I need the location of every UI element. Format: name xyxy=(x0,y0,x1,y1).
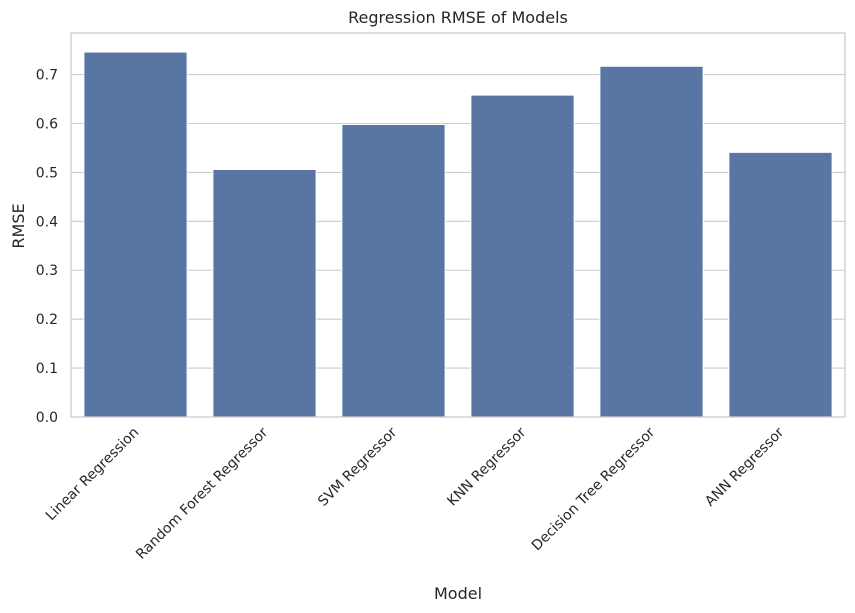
y-axis-title: RMSE xyxy=(9,203,28,248)
y-tick-label: 0.4 xyxy=(36,214,58,230)
chart-title: Regression RMSE of Models xyxy=(348,8,568,27)
bar xyxy=(341,123,446,418)
y-tick-label: 0.3 xyxy=(36,263,58,279)
grid-lines xyxy=(71,74,845,418)
bars xyxy=(83,51,833,418)
bar xyxy=(470,94,575,418)
x-tick-label: ANN Regressor xyxy=(702,424,787,509)
x-tick-label: Decision Tree Regressor xyxy=(529,424,659,554)
x-tick-label: Random Forest Regressor xyxy=(133,424,271,562)
bar xyxy=(83,51,188,418)
x-tick-label: KNN Regressor xyxy=(444,424,529,509)
bar xyxy=(599,65,704,418)
y-tick-label: 0.2 xyxy=(36,312,58,328)
y-tick-label: 0.1 xyxy=(36,361,58,377)
bar xyxy=(728,151,833,418)
bar xyxy=(212,168,317,418)
x-tick-label: SVM Regressor xyxy=(315,424,400,509)
y-tick-label: 0.7 xyxy=(36,68,58,84)
x-tick-label: Linear Regression xyxy=(43,425,142,524)
y-tick-label: 0.5 xyxy=(36,165,58,181)
y-tick-label: 0.6 xyxy=(36,116,58,132)
plot-frame xyxy=(70,32,846,418)
y-tick-labels: 0.0 0.1 0.2 0.3 0.4 0.5 0.6 0.7 xyxy=(36,68,58,426)
x-axis-title: Model xyxy=(434,584,482,603)
y-tick-label: 0.0 xyxy=(36,410,58,426)
